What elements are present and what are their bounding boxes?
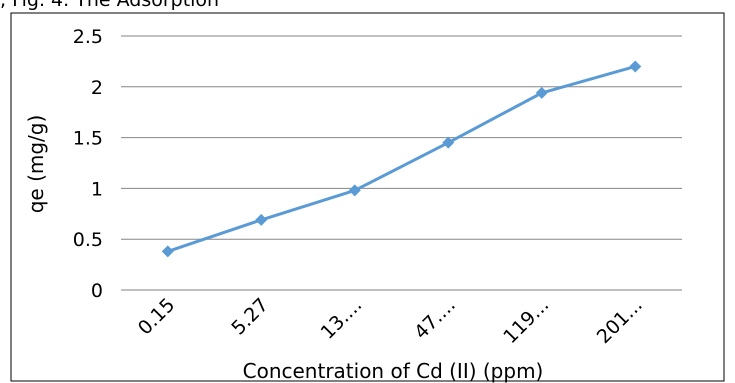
- series-line: [167, 65, 636, 253]
- grid: [121, 35, 682, 291]
- data-point-marker: [255, 213, 268, 226]
- data-point-marker: [161, 245, 174, 258]
- data-point-marker: [629, 60, 642, 73]
- y-tick-label: 0: [91, 280, 103, 302]
- figure-caption-fragment: , Fig. 4. The Adsorption: [0, 0, 220, 11]
- data-point-marker: [348, 184, 361, 197]
- series: [161, 60, 642, 258]
- data-point-marker: [442, 136, 455, 149]
- data-point-marker: [535, 86, 548, 99]
- y-tick-label: 1: [91, 178, 103, 200]
- y-axis-ticks: 0 0.5 1 1.5 2 2.5: [73, 26, 103, 302]
- y-tick-label: 1.5: [73, 128, 103, 150]
- x-axis-title: Concentration of Cd (II) (ppm): [243, 359, 544, 383]
- y-tick-label: 2: [91, 77, 103, 99]
- y-axis-title: qe (mg/g): [24, 115, 48, 214]
- y-tick-label: 2.5: [73, 26, 103, 48]
- y-tick-label: 0.5: [73, 229, 103, 251]
